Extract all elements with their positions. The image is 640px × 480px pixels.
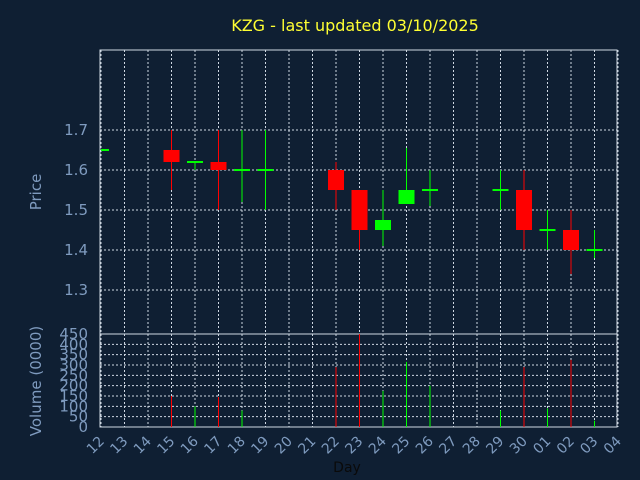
candle-body	[163, 150, 180, 162]
candle-body	[492, 189, 509, 191]
candle-body	[375, 220, 391, 230]
volume-tick-label: 100	[59, 397, 88, 415]
candle-body	[422, 189, 438, 191]
volume-tick-label: 350	[59, 346, 88, 364]
price-candles	[101, 130, 603, 274]
candle-body	[257, 169, 274, 171]
volume-tick-label: 250	[59, 366, 88, 384]
y-tick-labels: 1.3 1.4 1.5 1.6 1.7 0501001502002503003504004…	[59, 121, 88, 436]
volume-tick-label: 0	[78, 418, 88, 436]
candle-body	[351, 190, 368, 230]
volume-tick-label: 150	[59, 387, 88, 405]
plot-frames	[99, 49, 618, 428]
candle-body	[398, 190, 415, 204]
price-tick-label: 1.6	[64, 161, 88, 179]
volume-plot-frame	[99, 333, 618, 428]
candle-body	[210, 162, 227, 170]
price-tick-label: 1.3	[64, 281, 88, 299]
price-tick-label: 1.4	[64, 241, 88, 259]
price-tick-label: 1.5	[64, 201, 88, 219]
candle-body	[563, 230, 579, 250]
candle-body	[234, 169, 250, 171]
volume-tick-label: 300	[59, 356, 88, 374]
volume-tick-label: 400	[59, 335, 88, 353]
candle-body	[187, 161, 203, 163]
price-tick-label: 1.7	[64, 121, 88, 139]
volume-tick-label: 50	[69, 408, 88, 426]
volume-axis-label: Volume (0000)	[27, 326, 45, 436]
x-tick-labels: 12 13 14 15 16 17 18 19 20 21 22 23 24 25 26 27 28 29 30 01…	[84, 433, 625, 457]
candle-body	[101, 149, 109, 151]
candle-body	[516, 190, 532, 230]
chart-title: KZG - last updated 03/10/2025	[231, 16, 479, 35]
volume-bars	[171, 334, 595, 427]
candle-body	[586, 249, 603, 251]
price-axis-label: Price	[27, 174, 45, 211]
candle-body	[328, 170, 344, 190]
candle-body	[539, 229, 556, 231]
volume-tick-label: 450	[59, 325, 88, 343]
volume-tick-label: 200	[59, 377, 88, 395]
x-axis-label: Day	[333, 460, 361, 476]
